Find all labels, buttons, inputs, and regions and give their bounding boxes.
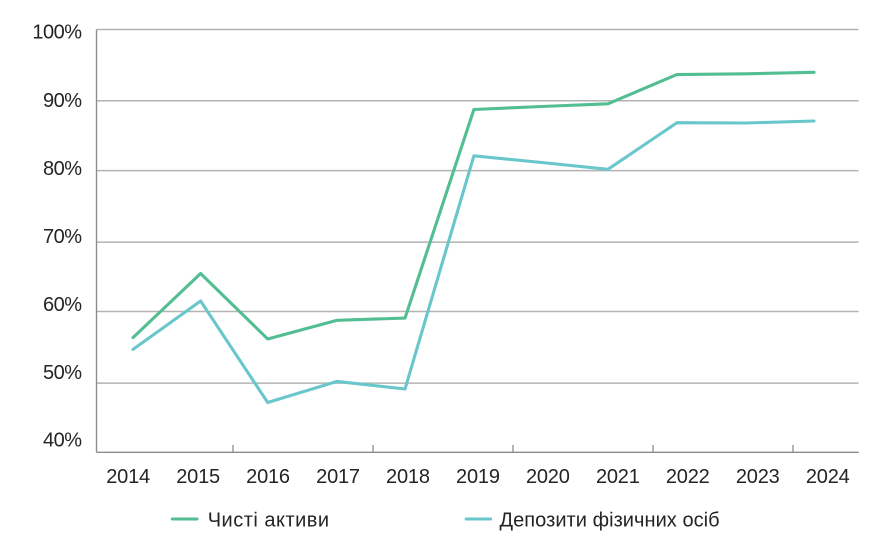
- svg-text:70%: 70%: [43, 226, 82, 248]
- svg-text:80%: 80%: [43, 158, 82, 180]
- svg-text:50%: 50%: [43, 362, 82, 384]
- svg-text:2021: 2021: [596, 466, 640, 488]
- svg-text:Депозити фізичних осіб: Депозити фізичних осіб: [500, 509, 720, 531]
- svg-text:100%: 100%: [32, 22, 82, 44]
- svg-text:2016: 2016: [246, 466, 290, 488]
- svg-text:2019: 2019: [456, 466, 500, 488]
- svg-text:2017: 2017: [316, 466, 360, 488]
- svg-text:2022: 2022: [666, 466, 710, 488]
- svg-text:40%: 40%: [43, 430, 82, 452]
- svg-text:2023: 2023: [736, 466, 780, 488]
- svg-text:60%: 60%: [43, 294, 82, 316]
- svg-text:2015: 2015: [176, 466, 220, 488]
- svg-text:2018: 2018: [386, 466, 430, 488]
- svg-text:2024: 2024: [806, 466, 850, 488]
- svg-text:Чисті активи: Чисті активи: [208, 509, 330, 531]
- svg-text:2020: 2020: [526, 466, 570, 488]
- svg-text:90%: 90%: [43, 90, 82, 112]
- svg-text:2014: 2014: [106, 466, 150, 488]
